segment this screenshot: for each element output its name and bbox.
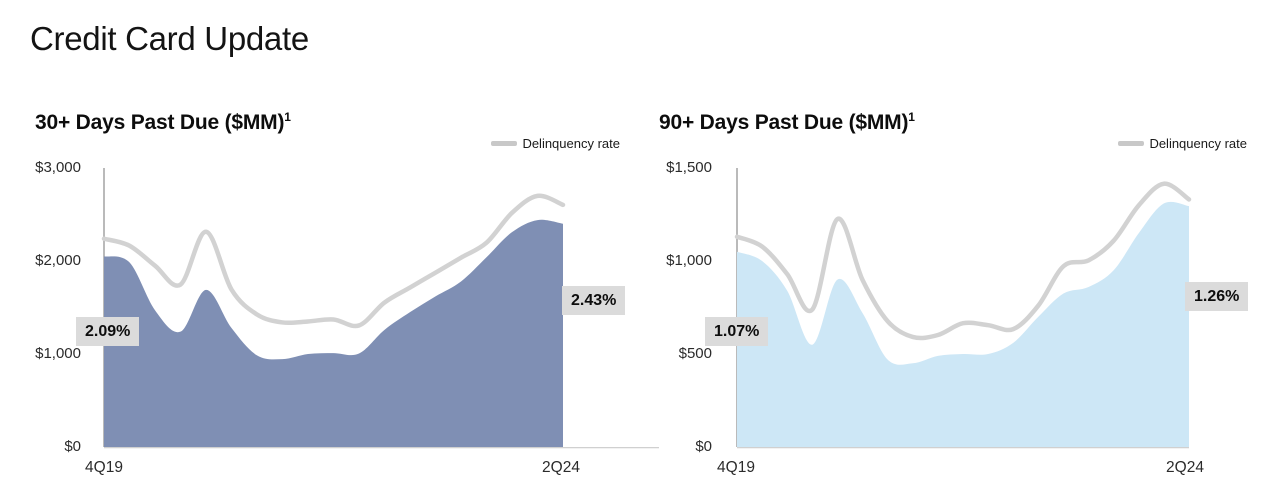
chart-30-plus-days-past-due: 30+ Days Past Due ($MM)1 Delinquency rat… bbox=[0, 100, 659, 496]
legend-label: Delinquency rate bbox=[522, 136, 620, 151]
area-chart-svg bbox=[734, 168, 1192, 449]
page-title: Credit Card Update bbox=[30, 20, 309, 57]
rate-start-label: 2.09% bbox=[76, 317, 140, 347]
balance-area bbox=[104, 219, 563, 447]
delinquency-rate-line bbox=[101, 193, 566, 329]
rate-start-label: 1.07% bbox=[705, 317, 769, 347]
legend: Delinquency rate bbox=[491, 136, 620, 151]
x-axis-tick-label: 2Q24 bbox=[542, 459, 580, 476]
y-axis-tick-label: $1,000 bbox=[666, 252, 712, 269]
chart-title: 90+ Days Past Due ($MM)1 bbox=[659, 110, 915, 135]
y-axis-tick-label: $2,000 bbox=[35, 252, 81, 269]
footnote-marker: 1 bbox=[284, 110, 291, 124]
legend: Delinquency rate bbox=[1118, 136, 1247, 151]
y-axis-tick-label: $3,000 bbox=[35, 159, 81, 176]
legend-label: Delinquency rate bbox=[1149, 136, 1247, 151]
y-axis-tick-label: $1,000 bbox=[35, 345, 81, 362]
footnote-marker: 1 bbox=[908, 110, 915, 124]
y-axis-tick-label: $500 bbox=[678, 345, 712, 362]
rate-end-label: 2.43% bbox=[562, 286, 626, 316]
chart-90-plus-days-past-due: 90+ Days Past Due ($MM)1 Delinquency rat… bbox=[626, 100, 1274, 496]
y-axis-tick-label: $0 bbox=[64, 438, 81, 455]
chart-title: 30+ Days Past Due ($MM)1 bbox=[35, 110, 291, 135]
legend-line-swatch bbox=[1118, 141, 1145, 146]
rate-end-label: 1.26% bbox=[1185, 282, 1249, 312]
chart-title-text: 30+ Days Past Due ($MM) bbox=[35, 111, 285, 134]
legend-line-swatch bbox=[491, 141, 518, 146]
delinquency-rate-line bbox=[734, 181, 1192, 341]
y-axis-tick-label: $0 bbox=[695, 438, 712, 455]
x-axis-tick-label: 4Q19 bbox=[85, 459, 123, 476]
balance-area bbox=[737, 201, 1189, 447]
y-axis-tick-label: $1,500 bbox=[666, 159, 712, 176]
x-axis-tick-label: 2Q24 bbox=[1166, 459, 1204, 476]
area-chart-svg bbox=[101, 168, 659, 449]
chart-title-text: 90+ Days Past Due ($MM) bbox=[659, 111, 909, 134]
x-axis-tick-label: 4Q19 bbox=[717, 459, 755, 476]
